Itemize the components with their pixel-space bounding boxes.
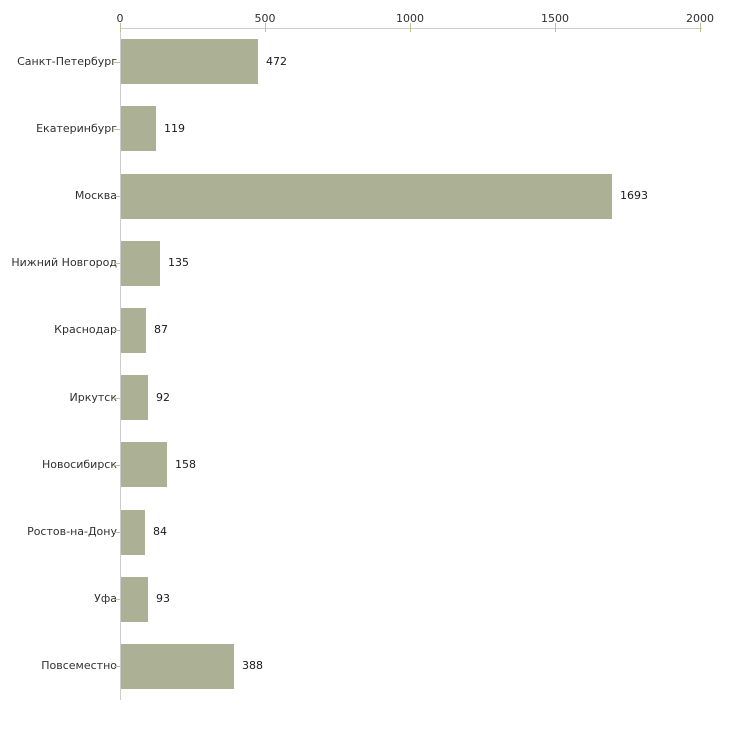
category-label: Краснодар [54,323,117,337]
category-label: Повсеместно [41,659,117,673]
y-tick-mark [114,599,120,600]
value-label: 388 [242,659,263,673]
bar-1 [121,39,258,84]
x-tick-label: 500 [254,12,276,25]
x-tick-mark [700,23,701,32]
y-tick-mark [114,62,120,63]
y-tick-mark [114,330,120,331]
y-axis-line [120,28,121,700]
category-label: Ростов-на-Дону [27,525,117,538]
x-tick-label: 0 [116,12,124,25]
value-label: 84 [153,525,167,538]
y-tick-mark [114,532,120,533]
y-tick-mark [114,465,120,466]
x-tick-mark [120,23,121,32]
category-label: Новосибирск [41,457,117,471]
category-label: Екатеринбург [36,121,117,135]
y-tick-mark [114,263,120,264]
value-label: 119 [164,121,185,135]
x-tick-label: 1500 [541,12,569,25]
value-label: 472 [266,54,287,68]
bar-7 [121,442,167,487]
x-tick-label: 2000 [686,12,714,25]
value-label: 93 [156,592,170,606]
y-tick-mark [114,398,120,399]
category-label: Санкт-Петербург [17,54,117,68]
x-tick-mark [410,23,411,32]
bar-4 [121,241,160,286]
category-label: Нижний Новгород [11,256,117,270]
x-tick-mark [555,23,556,32]
bar-3 [121,174,612,219]
x-axis-line [120,28,702,29]
value-label: 87 [154,323,168,337]
value-label: 1693 [620,189,648,202]
bar-5 [121,308,146,353]
bar-6 [121,375,148,420]
value-label: 135 [168,256,189,270]
category-label: Уфа [94,592,117,606]
category-label: Иркутск [69,390,117,404]
bar-2 [121,106,156,151]
value-label: 92 [156,390,170,404]
value-label: 158 [175,457,196,471]
x-tick-mark [265,23,266,32]
bar-9 [121,577,148,622]
bar-8 [121,510,145,555]
y-tick-mark [114,196,120,197]
bar-10 [121,644,234,689]
y-tick-mark [114,129,120,130]
y-tick-mark [114,666,120,667]
x-tick-label: 1000 [396,12,424,25]
category-label: Москва [74,189,117,202]
